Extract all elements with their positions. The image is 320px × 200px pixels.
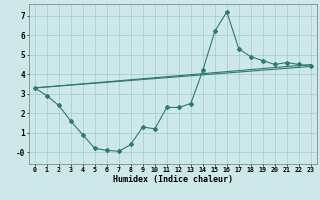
X-axis label: Humidex (Indice chaleur): Humidex (Indice chaleur): [113, 175, 233, 184]
